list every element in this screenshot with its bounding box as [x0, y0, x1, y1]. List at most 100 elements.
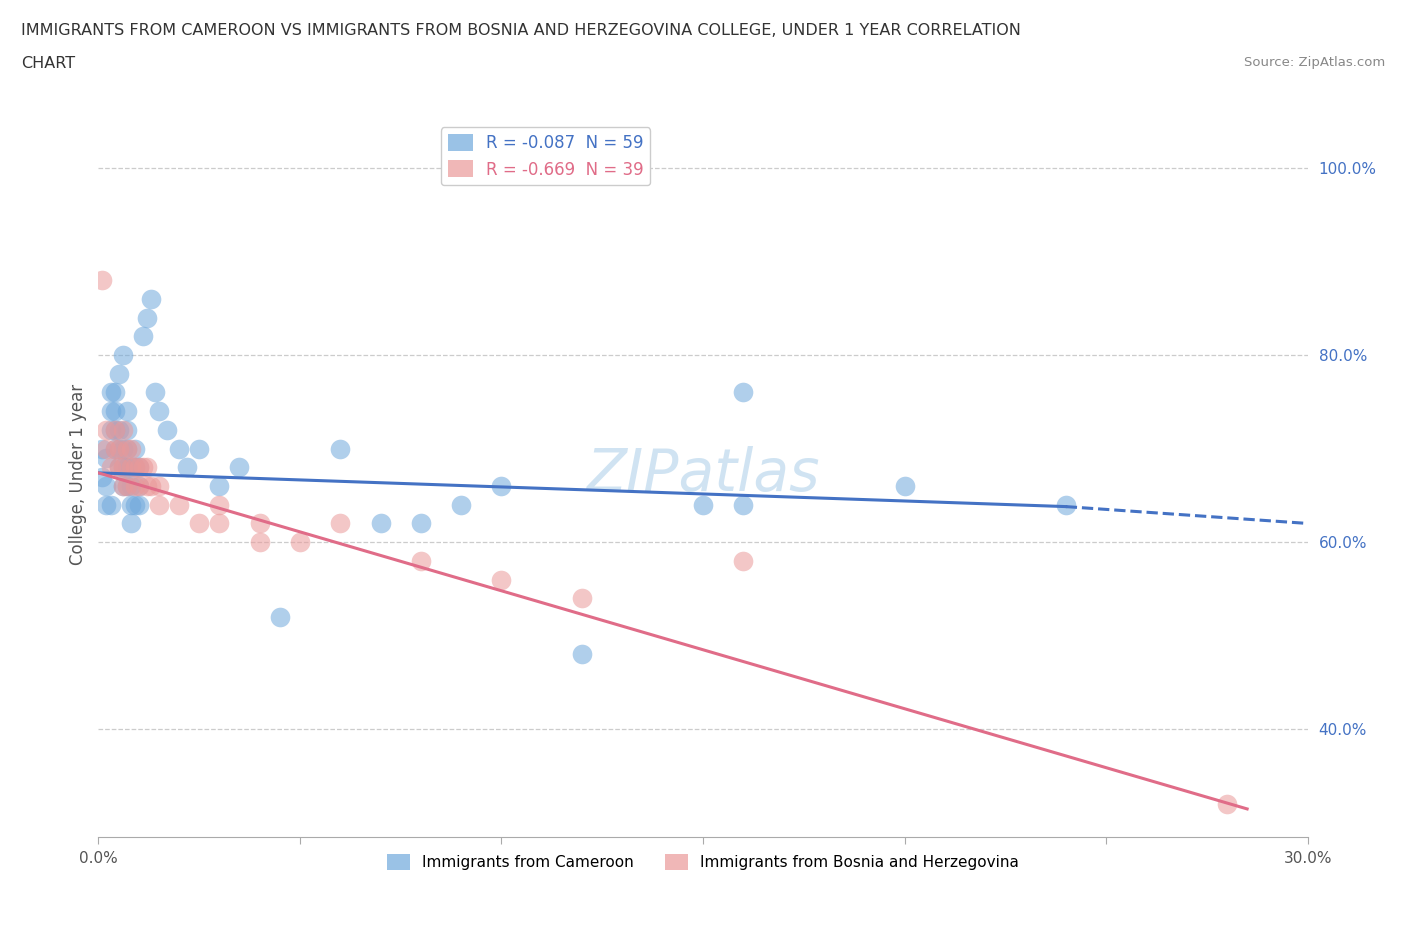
- Point: [409, 553, 432, 568]
- Point: [128, 459, 150, 474]
- Point: [124, 498, 146, 512]
- Point: [139, 479, 162, 494]
- Point: [115, 404, 138, 418]
- Point: [208, 479, 231, 494]
- Point: [96, 422, 118, 437]
- Point: [148, 498, 170, 512]
- Point: [120, 498, 142, 512]
- Point: [135, 479, 157, 494]
- Point: [409, 516, 432, 531]
- Point: [135, 310, 157, 325]
- Text: CHART: CHART: [21, 56, 75, 71]
- Point: [249, 535, 271, 550]
- Point: [115, 479, 138, 494]
- Point: [269, 609, 291, 624]
- Point: [103, 422, 125, 437]
- Point: [120, 479, 142, 494]
- Point: [115, 441, 138, 456]
- Point: [115, 441, 138, 456]
- Point: [103, 422, 125, 437]
- Point: [208, 498, 231, 512]
- Point: [1216, 797, 1239, 812]
- Point: [111, 479, 134, 494]
- Point: [91, 470, 114, 485]
- Point: [103, 441, 125, 456]
- Point: [733, 385, 755, 400]
- Point: [124, 441, 146, 456]
- Point: [100, 385, 122, 400]
- Point: [111, 459, 134, 474]
- Point: [100, 498, 122, 512]
- Point: [571, 591, 593, 605]
- Point: [96, 441, 118, 456]
- Point: [228, 459, 250, 474]
- Point: [111, 422, 134, 437]
- Point: [128, 459, 150, 474]
- Point: [491, 479, 513, 494]
- Point: [111, 459, 134, 474]
- Point: [120, 459, 142, 474]
- Point: [124, 459, 146, 474]
- Point: [96, 479, 118, 494]
- Point: [107, 459, 129, 474]
- Point: [103, 385, 125, 400]
- Point: [120, 441, 142, 456]
- Point: [107, 422, 129, 437]
- Point: [100, 404, 122, 418]
- Text: ZIPatlas: ZIPatlas: [586, 445, 820, 503]
- Point: [156, 422, 179, 437]
- Legend: Immigrants from Cameroon, Immigrants from Bosnia and Herzegovina: Immigrants from Cameroon, Immigrants fro…: [381, 848, 1025, 876]
- Y-axis label: College, Under 1 year: College, Under 1 year: [69, 384, 87, 565]
- Point: [188, 516, 211, 531]
- Point: [143, 385, 166, 400]
- Point: [329, 441, 352, 456]
- Point: [100, 422, 122, 437]
- Point: [124, 479, 146, 494]
- Point: [96, 498, 118, 512]
- Point: [692, 498, 714, 512]
- Point: [491, 572, 513, 587]
- Point: [188, 441, 211, 456]
- Point: [139, 291, 162, 306]
- Point: [100, 459, 122, 474]
- Point: [733, 553, 755, 568]
- Point: [111, 479, 134, 494]
- Point: [167, 441, 190, 456]
- Point: [1054, 498, 1077, 512]
- Point: [128, 479, 150, 494]
- Text: Source: ZipAtlas.com: Source: ZipAtlas.com: [1244, 56, 1385, 69]
- Point: [103, 441, 125, 456]
- Point: [91, 272, 114, 287]
- Point: [288, 535, 311, 550]
- Point: [107, 441, 129, 456]
- Point: [103, 404, 125, 418]
- Point: [91, 441, 114, 456]
- Point: [329, 516, 352, 531]
- Point: [132, 459, 155, 474]
- Point: [96, 450, 118, 465]
- Point: [733, 498, 755, 512]
- Point: [208, 516, 231, 531]
- Point: [893, 479, 915, 494]
- Point: [167, 498, 190, 512]
- Point: [249, 516, 271, 531]
- Point: [450, 498, 472, 512]
- Point: [107, 459, 129, 474]
- Point: [128, 479, 150, 494]
- Point: [370, 516, 392, 531]
- Point: [111, 441, 134, 456]
- Point: [115, 459, 138, 474]
- Point: [115, 479, 138, 494]
- Point: [128, 498, 150, 512]
- Text: IMMIGRANTS FROM CAMEROON VS IMMIGRANTS FROM BOSNIA AND HERZEGOVINA COLLEGE, UNDE: IMMIGRANTS FROM CAMEROON VS IMMIGRANTS F…: [21, 23, 1021, 38]
- Point: [132, 329, 155, 344]
- Point: [120, 516, 142, 531]
- Point: [135, 459, 157, 474]
- Point: [107, 366, 129, 381]
- Point: [148, 479, 170, 494]
- Point: [120, 459, 142, 474]
- Point: [111, 348, 134, 363]
- Point: [124, 459, 146, 474]
- Point: [571, 647, 593, 662]
- Point: [107, 441, 129, 456]
